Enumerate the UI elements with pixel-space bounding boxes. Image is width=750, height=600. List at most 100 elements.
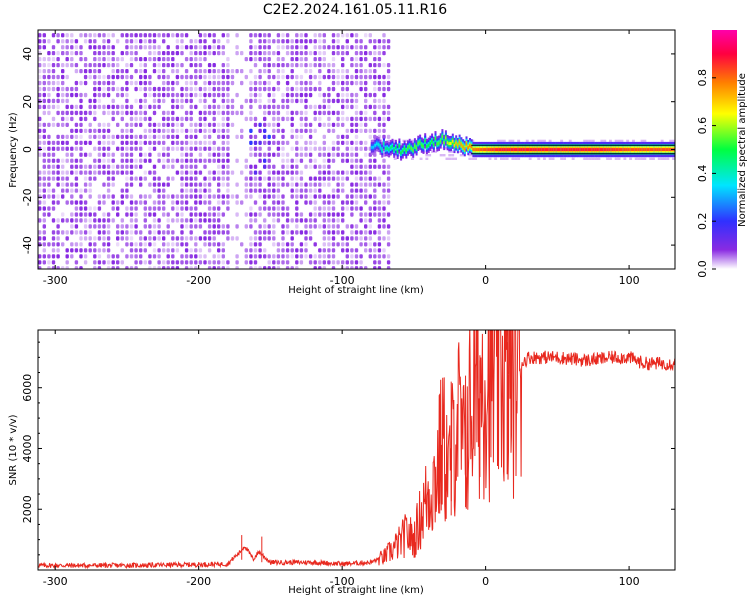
heatmap-noise-cell (276, 206, 281, 211)
heatmap-noise-cell (341, 134, 345, 139)
heatmap-noise-cell (184, 260, 189, 265)
heatmap-noise-cell (74, 39, 79, 44)
heatmap-noise-cell (38, 80, 42, 86)
heatmap-noise-cell (258, 194, 262, 199)
heatmap-noise-cell (207, 33, 212, 38)
heatmap-noise-cell (350, 182, 354, 187)
heatmap-halo-cell (502, 139, 506, 143)
heatmap-ridge-cell (475, 148, 478, 151)
snr-y-axis-label: SNR (10 * v/v) (8, 414, 19, 485)
heatmap-noise-cell (341, 212, 345, 217)
heatmap-noise-cell (129, 116, 134, 122)
heatmap-noise-cell (249, 206, 253, 211)
heatmap-noise-cell (106, 158, 111, 163)
heatmap-noise-cell (175, 74, 180, 80)
heatmap-noise-cell (65, 98, 69, 104)
heatmap-noise-cell (281, 236, 285, 241)
heatmap-noise-cell (157, 45, 161, 50)
heatmap-ridge-cell (494, 148, 497, 151)
heatmap-halo-cell (660, 139, 664, 143)
heatmap-noise-cell (116, 146, 120, 151)
heatmap-ridge-cell (556, 148, 559, 151)
heatmap-noise-cell (364, 212, 368, 217)
heatmap-ridge-cell (660, 148, 663, 151)
heatmap-noise-cell (79, 146, 83, 151)
heatmap-noise-cell (207, 212, 212, 217)
heatmap-noise-cell (207, 80, 212, 86)
heatmap-noise-cell (304, 152, 308, 157)
heatmap-noise-cell (143, 218, 147, 223)
heatmap-noise-cell (166, 158, 170, 163)
heatmap-noise-cell (162, 86, 166, 92)
heatmap-noise-cell (162, 92, 166, 98)
heatmap-noise-cell (175, 134, 180, 139)
heatmap-noise-cell (354, 206, 359, 211)
heatmap-noise-cell (189, 170, 193, 175)
heatmap-noise-cell (97, 74, 102, 80)
heatmap-noise-cell (102, 63, 106, 68)
heatmap-noise-cell (299, 158, 304, 163)
heatmap-noise-cell (322, 134, 326, 139)
heatmap-noise-cell (83, 116, 88, 122)
heatmap-noise-cell (226, 80, 230, 86)
heatmap-noise-cell (276, 74, 281, 80)
heatmap-noise-cell (373, 194, 377, 199)
heatmap-noise-cell (198, 248, 203, 253)
heatmap-noise-cell (139, 45, 143, 50)
heatmap-noise-cell (217, 188, 221, 193)
heatmap-noise-cell (148, 206, 152, 211)
heatmap-noise-cell (313, 182, 317, 187)
heatmap-halo-cell (428, 154, 432, 157)
heatmap-noise-cell (125, 33, 129, 38)
heatmap-noise-cell (106, 80, 111, 86)
heatmap-noise-cell (285, 116, 290, 122)
heatmap-noise-cell (267, 236, 271, 241)
heatmap-noise-cell (318, 170, 322, 175)
heatmap-noise-cell (65, 74, 69, 80)
heatmap-noise-cell (212, 63, 216, 68)
heatmap-noise-cell (184, 164, 189, 169)
heatmap-noise-cell (198, 63, 203, 68)
heatmap-noise-cell (189, 164, 193, 169)
heatmap-noise-cell (285, 140, 290, 145)
heatmap-noise-cell (364, 230, 368, 235)
heatmap-noise-cell (51, 218, 56, 223)
heatmap-noise-cell (226, 230, 230, 235)
heatmap-noise-cell (148, 260, 152, 265)
heatmap-noise-cell (129, 140, 134, 145)
heatmap-noise-cell (189, 248, 193, 253)
heatmap-noise-cell (134, 98, 138, 104)
heatmap-noise-cell (203, 110, 207, 116)
heatmap-noise-cell (304, 182, 308, 187)
heatmap-noise-cell (364, 104, 368, 110)
heatmap-noise-cell (331, 242, 336, 247)
heatmap-halo-cell (448, 150, 452, 153)
heatmap-noise-cell (253, 170, 258, 175)
heatmap-noise-cell (272, 188, 276, 193)
heatmap-noise-cell (276, 104, 281, 110)
heatmap-noise-cell (194, 260, 198, 265)
heatmap-noise-cell (249, 140, 253, 145)
heatmap-noise-cell (42, 188, 46, 193)
heatmap-noise-cell (281, 98, 285, 104)
heatmap-noise-cell (308, 164, 313, 169)
heatmap-noise-cell (341, 122, 345, 127)
heatmap-noise-cell (295, 146, 299, 151)
heatmap-noise-cell (106, 242, 111, 247)
heatmap-noise-cell (157, 140, 161, 145)
heatmap-noise-cell (240, 69, 244, 74)
heatmap-noise-cell (322, 122, 326, 127)
heatmap-noise-cell (226, 74, 230, 80)
heatmap-noise-cell (61, 33, 65, 38)
heatmap-noise-cell (88, 164, 92, 169)
heatmap-noise-cell (263, 158, 267, 163)
heatmap-noise-cell (51, 260, 56, 265)
heatmap-noise-cell (134, 116, 138, 122)
heatmap-noise-cell (97, 260, 102, 265)
heatmap-noise-cell (79, 236, 83, 241)
heatmap-noise-cell (184, 188, 189, 193)
heatmap-noise-cell (152, 242, 157, 247)
heatmap-noise-cell (364, 80, 368, 86)
heatmap-noise-cell (207, 170, 212, 175)
heatmap-noise-cell (175, 206, 180, 211)
